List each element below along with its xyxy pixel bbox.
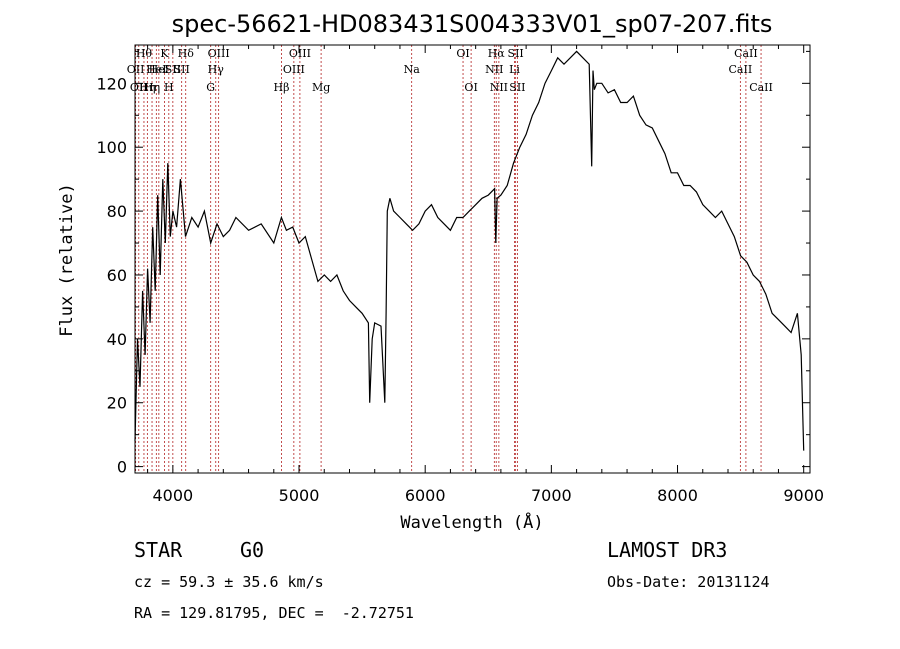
- line-marker-label-19: Na: [404, 63, 421, 76]
- line-marker-label-27: SII: [509, 81, 525, 94]
- line-marker-label-15: Hβ: [274, 81, 290, 94]
- line-marker-label-13: Hγ: [208, 63, 225, 76]
- y-tick-label-5: 100: [96, 138, 127, 157]
- y-axis-label: Flux (relative): [57, 183, 77, 337]
- line-marker-label-2: Hθ: [136, 47, 153, 60]
- observation-date: Obs-Date: 20131124: [607, 573, 770, 591]
- plot-frame: [134, 44, 811, 474]
- x-tick-label-5: 9000: [783, 486, 824, 505]
- line-marker-label-22: NII: [485, 63, 503, 76]
- line-marker-label-24: NII: [490, 81, 508, 94]
- line-marker-label-5: HeI: [146, 63, 166, 76]
- y-tick-label-0: 0: [117, 458, 127, 477]
- x-axis-ticks: 4000 5000 6000 7000 8000 9000: [147, 45, 824, 505]
- line-marker-label-21: OI: [464, 81, 477, 94]
- x-tick-label-1: 5000: [279, 486, 320, 505]
- survey-name: LAMOST DR3: [607, 538, 728, 562]
- line-marker-label-10: SII: [174, 63, 190, 76]
- line-marker-label-11: Hδ: [178, 47, 195, 60]
- y-tick-label-3: 60: [107, 266, 127, 285]
- line-marker-label-9: SII: [165, 63, 181, 76]
- x-tick-label-2: 6000: [405, 486, 446, 505]
- y-tick-label-1: 20: [107, 394, 127, 413]
- coordinates: RA = 129.81795, DEC = -2.72751: [134, 604, 414, 622]
- x-tick-label-4: 8000: [657, 486, 698, 505]
- line-marker-label-12: G: [206, 81, 215, 94]
- line-marker-label-group: OIIOIIHθHηHηHeIHeIKHSIISIIHδGHγOIIIHβOII…: [127, 47, 773, 94]
- line-marker-label-0: OII: [127, 63, 145, 76]
- line-marker-label-7: K: [160, 47, 169, 60]
- line-marker-label-26: SII: [508, 47, 524, 60]
- x-tick-label-3: 7000: [531, 486, 572, 505]
- object-class: STAR: [134, 538, 183, 562]
- line-marker-label-4: Hη: [144, 81, 160, 94]
- line-marker-label-14: OIII: [208, 47, 230, 60]
- line-marker-label-3: Hη: [139, 81, 155, 94]
- line-marker-group: [135, 45, 762, 473]
- line-marker-label-17: OIII: [289, 47, 311, 60]
- y-tick-label-4: 80: [107, 202, 127, 221]
- line-marker-label-29: CaII: [734, 47, 758, 60]
- line-marker-label-25: Li: [509, 63, 520, 76]
- line-marker-label-30: CaII: [749, 81, 773, 94]
- line-marker-label-20: OI: [456, 47, 469, 60]
- line-marker-label-16: OIII: [283, 63, 305, 76]
- line-marker-label-6: HeI: [149, 63, 169, 76]
- line-marker-label-1: OII: [130, 81, 148, 94]
- y-axis-ticks: 0 20 40 60 80 100 120: [96, 50, 810, 477]
- line-marker-label-18: Mg: [312, 81, 330, 94]
- redshift-velocity: cz = 59.3 ± 35.6 km/s: [134, 573, 324, 591]
- y-tick-label-2: 40: [107, 330, 127, 349]
- x-tick-label-0: 4000: [152, 486, 193, 505]
- line-marker-label-8: H: [164, 81, 174, 94]
- line-marker-label-28: CaII: [729, 63, 753, 76]
- x-axis-label: Wavelength (Å): [400, 511, 543, 533]
- subclass: G0: [240, 538, 265, 562]
- y-tick-label-6: 120: [96, 74, 127, 93]
- line-marker-label-23: Hα: [488, 47, 506, 60]
- chart-title: spec-56621-HD083431S004333V01_sp07-207.f…: [172, 10, 773, 38]
- spectrum-line: [134, 50, 805, 451]
